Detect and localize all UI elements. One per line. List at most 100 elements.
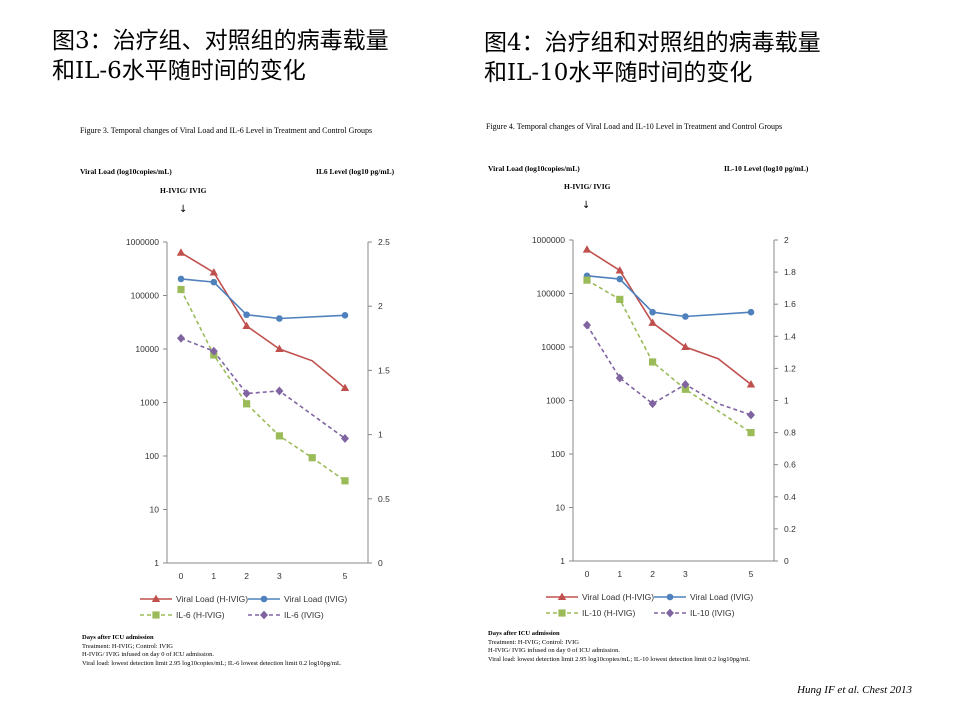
figure-3-series-1-point <box>210 278 218 286</box>
figure-3-series-3-point <box>209 346 218 356</box>
figure-3-series-line-3 <box>180 337 346 440</box>
figure-4-series-2-point <box>583 276 591 284</box>
figure-3-series-3-point <box>242 389 251 398</box>
figure-3-series-0-point <box>275 344 284 352</box>
figure-4-series-2-point <box>649 358 657 366</box>
figure-4-series-0-point <box>681 342 690 350</box>
figure-4-series-1-point <box>649 308 656 316</box>
citation: Hung IF et al. Chest 2013 <box>797 684 912 696</box>
figure-4-series-0-point <box>746 380 756 388</box>
figure-3-series-line-2 <box>180 289 346 482</box>
figure-4-right-tick-label: 1.2 <box>784 363 796 373</box>
figure-4-left-tick-label: 1000000 <box>532 235 565 245</box>
figure-3-note-2: H-IVIG/ IVIG infused on day 0 of ICU adm… <box>82 651 214 658</box>
figure-4-x-tick-label: 0 <box>585 569 590 579</box>
figure-4-right-tick-label: 0.6 <box>784 460 796 470</box>
figure-4-series-2-point <box>616 295 624 303</box>
figure-3-legend-marker <box>152 611 160 619</box>
figure-3-left-tick-label: 100 <box>145 451 159 461</box>
figure-4-left-tick-label: 100 <box>551 449 565 459</box>
figure-4-series-line-2 <box>586 279 752 434</box>
figure-3-series-0-point <box>242 321 251 329</box>
figure-3-series-1-point <box>276 315 283 322</box>
figure-4-series-0-point <box>615 266 624 274</box>
figure-4-note-1: Treatment: H-IVIG; Control: IVIG <box>488 638 579 646</box>
figure-3-chart: 110100100010000100000100000000.511.522.5… <box>126 237 390 620</box>
figure-4-series-2-point <box>681 385 689 393</box>
figure-3-right-axis-title: IL6 Level (log10 pg/mL) <box>316 167 395 176</box>
figure-4-left-tick-label: 10 <box>556 503 566 513</box>
figure-3-legend-label: Viral Load (H-IVIG) <box>176 594 248 604</box>
figure-3-note-0: Days after ICU admission <box>82 634 154 641</box>
figure-4-legend-label: Viral Load (IVIG) <box>690 592 753 602</box>
slide-title-left: 图3：治疗组、对照组的病毒载量 和IL-6水平随时间的变化 <box>52 26 389 86</box>
figure-3-series-2-point <box>308 454 316 462</box>
figure-3-legend-label: IL-6 (H-IVIG) <box>176 610 225 620</box>
figure-4-series-line-1 <box>586 275 752 318</box>
figure-3-series-3-point <box>177 333 185 343</box>
figure-4-chart: 110100100010000100000100000000.20.40.60.… <box>532 235 796 618</box>
figure-4-series-3-point <box>747 410 755 420</box>
figure-4-series-line-0 <box>586 248 752 386</box>
figure-4-title: Figure 4. Temporal changes of Viral Load… <box>486 122 783 131</box>
slide-title-right: 图4：治疗组和对照组的病毒载量 和IL-10水平随时间的变化 <box>484 28 821 88</box>
figure-3-note-3: Viral load: lowest detection limit 2.95 … <box>82 659 341 667</box>
figure-3-panel: Figure 3. Temporal changes of Viral Load… <box>80 120 410 680</box>
figure-3-series-2-point <box>177 285 185 294</box>
figure-3-down-arrow-icon: ↓ <box>179 204 188 215</box>
figure-4-x-tick-label: 5 <box>749 569 754 579</box>
figure-4-panel: Figure 4. Temporal changes of Viral Load… <box>486 118 816 680</box>
figure-3-series-2-point <box>275 432 283 440</box>
figure-3-right-tick-label: 2.5 <box>378 237 390 247</box>
figure-4-legend-marker <box>558 609 566 617</box>
figure-3-series-2-point <box>341 477 349 485</box>
figure-4-down-arrow-icon: ↓ <box>582 200 591 211</box>
figure-3-series-0-point <box>209 268 218 276</box>
figure-4-legend-marker <box>557 592 567 600</box>
title-right-line-1: 图4：治疗组和对照组的病毒载量 <box>484 30 821 56</box>
figure-3-legend-label: IL-6 (IVIG) <box>284 610 324 620</box>
figure-4-right-tick-label: 1 <box>784 396 789 406</box>
figure-3-series-2-point <box>243 400 251 408</box>
figure-3-series-0-point <box>176 248 186 256</box>
figure-4-right-tick-label: 0.4 <box>784 492 796 502</box>
figure-4-series-3-point <box>648 399 657 409</box>
figure-4-right-tick-label: 0 <box>784 556 789 566</box>
figure-4-right-tick-label: 0.8 <box>784 428 796 438</box>
figure-3-series-0-point <box>340 383 350 392</box>
figure-4-series-3-point <box>681 380 690 389</box>
figure-4-series-3-point <box>583 320 591 330</box>
figure-4-infusion-label: H-IVIG/ IVIG <box>564 182 611 191</box>
figure-3-left-tick-label: 1000 <box>140 398 159 408</box>
figure-4-right-axis-title: IL-10 Level (log10 pg/mL) <box>724 164 809 173</box>
figure-3-series-3-point <box>341 434 349 443</box>
figure-3-series-line-1 <box>180 278 346 320</box>
figure-4-series-line-3 <box>586 324 752 416</box>
figure-4-note-2: H-IVIG/ IVIG infused on day 0 of ICU adm… <box>488 647 620 654</box>
figure-3-right-tick-label: 1.5 <box>378 365 390 375</box>
figure-3-left-tick-label: 1000000 <box>126 237 159 247</box>
figure-4-series-0-point <box>582 245 592 253</box>
figure-4-x-tick-label: 3 <box>683 569 688 579</box>
figure-4-right-tick-label: 1.6 <box>784 299 796 309</box>
figure-3-x-tick-label: 0 <box>179 571 184 581</box>
figure-3-legend-marker <box>260 610 268 620</box>
figure-4-right-tick-label: 1.8 <box>784 267 796 277</box>
figure-3-series-line-0 <box>180 252 346 389</box>
title-left-line-1: 图3：治疗组、对照组的病毒载量 <box>52 28 389 54</box>
figure-3-x-tick-label: 5 <box>343 571 348 581</box>
figure-4-left-axis-title: Viral Load (log10copies/mL) <box>488 164 580 173</box>
figure-4-legend-label: IL-10 (IVIG) <box>690 608 735 618</box>
figure-3-left-tick-label: 10 <box>150 505 160 515</box>
figure-3-series-3-point <box>275 386 284 396</box>
title-right-line-2: 和IL-10水平随时间的变化 <box>484 60 753 86</box>
figure-4-note-0: Days after ICU admission <box>488 630 560 637</box>
figure-4-series-1-point <box>747 308 755 316</box>
figure-4-series-1-point <box>616 275 624 283</box>
figure-4-right-tick-label: 2 <box>784 235 789 245</box>
figure-4-notes: Days after ICU admission Treatment: H-IV… <box>488 630 750 664</box>
figure-4-left-tick-label: 1000 <box>546 396 565 406</box>
figure-3-x-tick-label: 2 <box>244 571 249 581</box>
figure-3-series-1-point <box>243 311 250 319</box>
figure-4-left-tick-label: 100000 <box>537 289 566 299</box>
